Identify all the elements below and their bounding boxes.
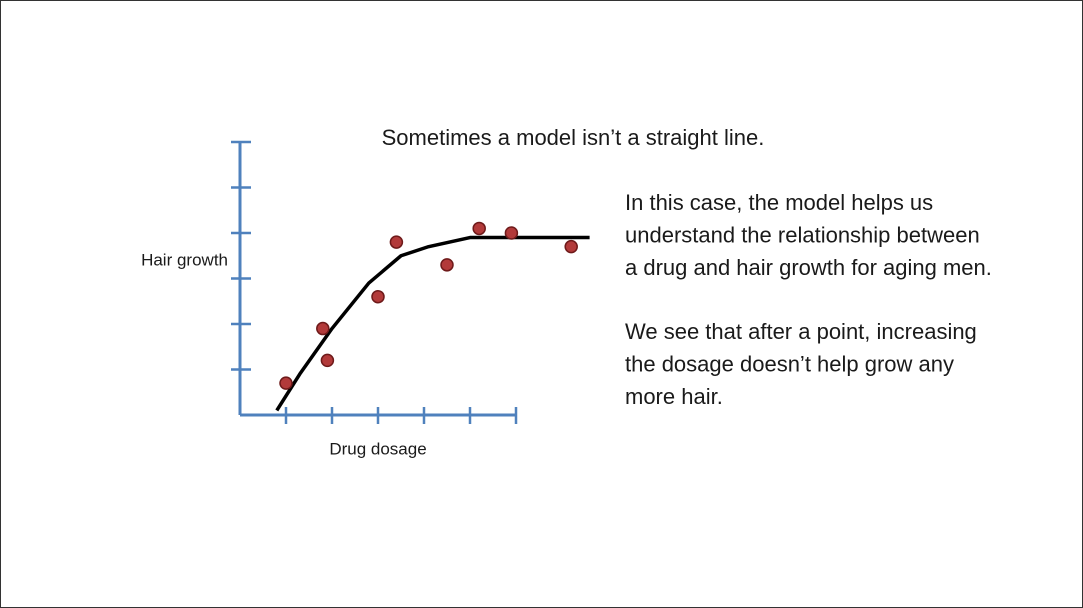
data-point <box>389 235 404 249</box>
fit-curve <box>275 235 590 412</box>
data-point <box>371 289 385 304</box>
data-point <box>440 258 454 272</box>
annotation-line: We see that after a point, increasing <box>625 319 977 344</box>
annotation-line: more hair. <box>625 384 723 409</box>
data-point <box>472 221 486 236</box>
data-point <box>504 226 519 240</box>
y-axis-label: Hair growth <box>141 250 228 269</box>
annotation-line: a drug and hair growth for aging men. <box>625 255 992 280</box>
annotation-line: In this case, the model helps us <box>625 190 933 215</box>
x-axis-label: Drug dosage <box>329 439 426 458</box>
data-point <box>320 353 335 368</box>
data-point <box>316 321 330 336</box>
data-point <box>564 239 578 254</box>
data-point <box>279 376 293 390</box>
annotation-line: the dosage doesn’t help grow any <box>625 351 954 376</box>
chart-title: Sometimes a model isn’t a straight line. <box>382 125 765 150</box>
annotation-line: understand the relationship between <box>625 222 980 247</box>
